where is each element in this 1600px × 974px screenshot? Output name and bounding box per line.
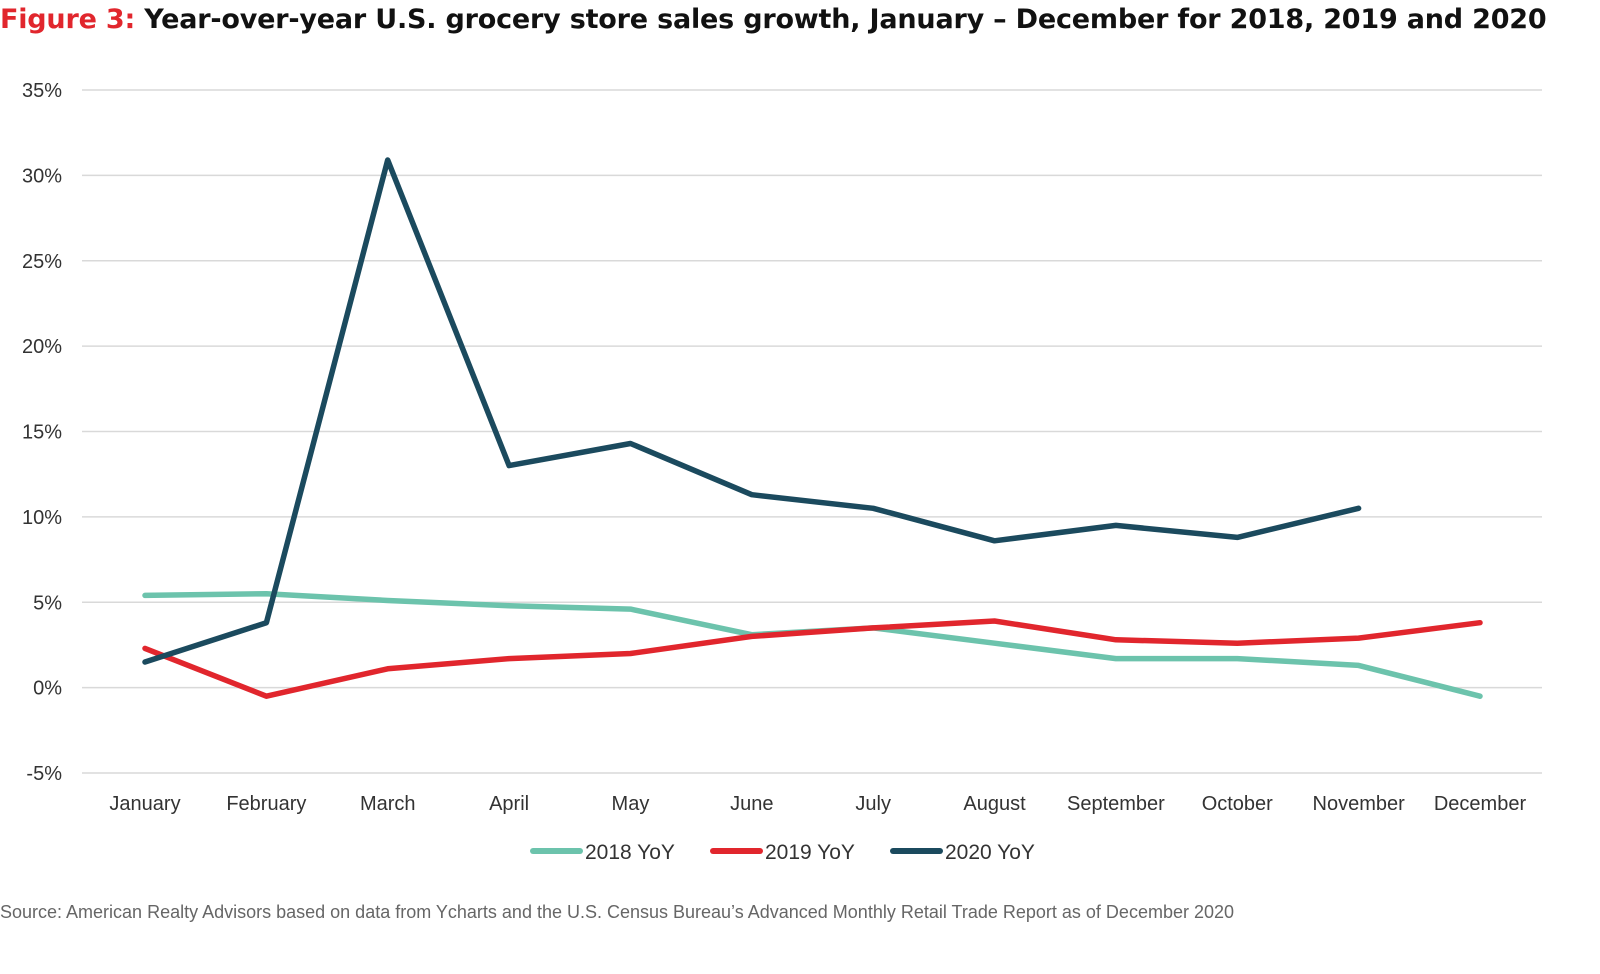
y-tick-label: 15% [22,422,62,444]
y-tick-label: -5% [26,763,62,785]
x-tick-label: June [730,793,773,815]
x-tick-label: September [1067,793,1165,815]
y-tick-label: 20% [22,336,62,358]
figure-title: Figure 3: Year-over-year U.S. grocery st… [0,4,1600,35]
y-tick-label: 0% [33,678,62,700]
series-line-2020-yoy [142,157,1362,665]
y-tick-label: 5% [33,592,62,614]
y-tick-label: 35% [22,80,62,102]
y-tick-label: 30% [22,165,62,187]
y-tick-label: 10% [22,507,62,529]
figure-number: Figure 3: [0,4,136,35]
source-note: Source: American Realty Advisors based o… [0,902,1235,922]
x-tick-label: April [489,793,529,815]
x-tick-label: December [1434,793,1527,815]
legend-label: 2019 YoY [765,841,855,864]
line-chart: -5% 0% 5% 10% 15% 20% 25% 30% 35% January February… [22,80,1542,864]
legend-label: 2018 YoY [585,841,675,864]
chart-title: Year-over-year U.S. grocery store sales … [144,4,1547,35]
y-tick-label: 25% [22,251,62,273]
x-tick-label: January [109,793,180,815]
x-tick-label: February [226,793,306,815]
x-tick-label: August [963,793,1026,815]
x-tick-label: March [360,793,416,815]
x-tick-label: May [612,793,650,815]
x-tick-label: November [1313,793,1406,815]
series-line-2019-yoy [142,618,1483,699]
legend-label: 2020 YoY [945,841,1035,864]
x-tick-label: July [855,793,891,815]
x-tick-label: October [1202,793,1273,815]
